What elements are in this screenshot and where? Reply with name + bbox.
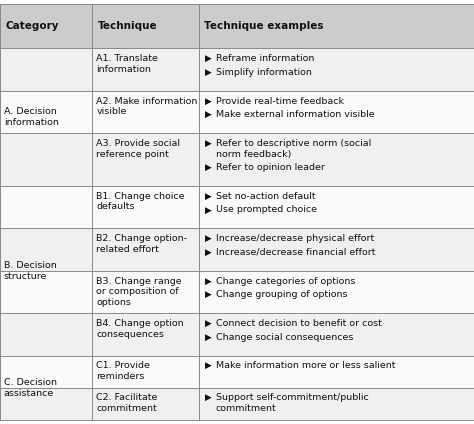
Text: Change categories of options: Change categories of options [216,276,355,285]
Text: Technique: Technique [98,21,157,31]
Bar [0,48,474,91]
Bar [0,133,474,186]
Bar [0,356,474,388]
Bar [0,91,474,133]
Text: A1. Translate
information: A1. Translate information [96,54,158,74]
Text: ▶: ▶ [205,234,211,243]
Text: Change grouping of options: Change grouping of options [216,290,347,299]
Text: ▶: ▶ [205,54,211,63]
Text: Change social consequences: Change social consequences [216,333,353,342]
Text: ▶: ▶ [205,248,211,257]
Text: A. Decision
information: A. Decision information [4,107,59,127]
Text: Make information more or less salient: Make information more or less salient [216,361,395,370]
Bar [0,4,474,48]
Bar [0,271,474,313]
Text: B4. Change option
consequences: B4. Change option consequences [96,319,184,339]
Text: Make external information visible: Make external information visible [216,110,374,119]
Text: B3. Change range
or composition of
options: B3. Change range or composition of optio… [96,276,182,307]
Text: Provide real-time feedback: Provide real-time feedback [216,97,344,106]
Text: B2. Change option-
related effort: B2. Change option- related effort [96,234,187,254]
Text: ▶: ▶ [205,139,211,148]
Bar [0,229,474,271]
Text: Increase/decrease financial effort: Increase/decrease financial effort [216,248,375,257]
Text: Refer to opinion leader: Refer to opinion leader [216,163,325,172]
Text: ▶: ▶ [205,333,211,342]
Text: A2. Make information
visible: A2. Make information visible [96,97,198,116]
Text: ▶: ▶ [205,393,211,402]
Text: Use prompted choice: Use prompted choice [216,206,317,215]
Text: B1. Change choice
defaults: B1. Change choice defaults [96,192,185,212]
Text: C2. Facilitate
commitment: C2. Facilitate commitment [96,393,157,413]
Text: ▶: ▶ [205,163,211,172]
Text: Category: Category [5,21,59,31]
Text: Increase/decrease physical effort: Increase/decrease physical effort [216,234,374,243]
Text: Support self-commitment/public
commitment: Support self-commitment/public commitmen… [216,393,368,413]
Text: ▶: ▶ [205,276,211,285]
Text: Reframe information: Reframe information [216,54,314,63]
Text: Refer to descriptive norm (social
norm feedback): Refer to descriptive norm (social norm f… [216,139,371,159]
Text: Connect decision to benefit or cost: Connect decision to benefit or cost [216,319,382,328]
Text: ▶: ▶ [205,361,211,370]
Text: B. Decision
structure: B. Decision structure [4,261,56,281]
Text: ▶: ▶ [205,206,211,215]
Text: Technique examples: Technique examples [204,21,324,31]
Bar [0,313,474,356]
Text: ▶: ▶ [205,110,211,119]
Text: Simplify information: Simplify information [216,68,311,77]
Text: ▶: ▶ [205,68,211,77]
Text: C1. Provide
reminders: C1. Provide reminders [96,361,150,381]
Bar [0,186,474,229]
Text: ▶: ▶ [205,319,211,328]
Text: ▶: ▶ [205,97,211,106]
Text: C. Decision
assistance: C. Decision assistance [4,378,57,398]
Text: ▶: ▶ [205,290,211,299]
Bar [0,388,474,420]
Text: Set no-action default: Set no-action default [216,192,315,201]
Text: A3. Provide social
reference point: A3. Provide social reference point [96,139,180,159]
Text: ▶: ▶ [205,192,211,201]
